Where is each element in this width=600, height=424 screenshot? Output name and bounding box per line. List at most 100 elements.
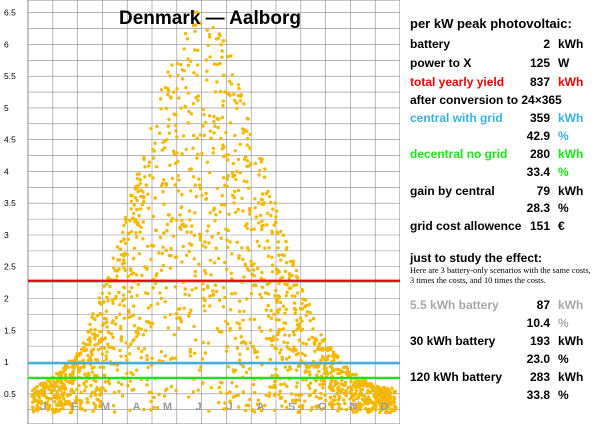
data-point <box>294 398 298 402</box>
data-point <box>330 406 335 410</box>
data-point <box>131 372 135 377</box>
data-point <box>266 211 270 215</box>
data-point <box>221 305 226 309</box>
data-point <box>294 348 298 352</box>
data-point <box>180 152 184 156</box>
data-point <box>166 124 170 128</box>
data-point <box>139 356 143 360</box>
data-point <box>89 350 93 354</box>
data-point <box>39 399 43 403</box>
data-point <box>230 73 235 77</box>
data-point <box>279 348 283 352</box>
data-point <box>237 254 241 258</box>
data-point <box>275 337 279 342</box>
data-point <box>389 395 393 399</box>
data-point <box>97 300 102 304</box>
data-point <box>193 351 197 355</box>
scenario1-unit: kWh <box>558 298 584 312</box>
data-point <box>141 220 145 224</box>
data-point <box>229 271 233 275</box>
data-point <box>129 207 133 211</box>
data-point <box>83 389 87 393</box>
data-point <box>370 406 375 410</box>
data-point <box>53 400 57 404</box>
data-point <box>278 389 282 394</box>
data-point <box>51 383 56 387</box>
data-point <box>220 115 225 120</box>
data-point <box>306 364 310 368</box>
data-point <box>197 183 202 187</box>
data-point <box>74 398 79 402</box>
data-point <box>92 378 96 382</box>
data-point <box>236 83 241 87</box>
data-point <box>153 141 157 145</box>
data-point <box>348 405 353 410</box>
data-point <box>78 402 83 406</box>
data-point <box>207 409 211 413</box>
data-point <box>110 321 114 325</box>
data-point <box>281 327 286 331</box>
data-point <box>272 312 276 316</box>
data-point <box>247 367 252 371</box>
data-point <box>190 288 194 292</box>
data-point <box>134 334 139 339</box>
data-point <box>208 114 212 118</box>
data-point <box>149 399 153 404</box>
data-point <box>180 192 184 197</box>
data-point <box>69 380 74 384</box>
data-point <box>209 136 213 140</box>
data-point <box>203 309 207 313</box>
data-point <box>224 319 228 323</box>
data-point <box>348 397 352 401</box>
data-point <box>199 21 203 25</box>
data-point <box>370 389 375 393</box>
data-point <box>32 395 37 399</box>
data-point <box>299 359 303 363</box>
data-point <box>194 23 198 27</box>
data-point <box>294 268 299 273</box>
data-point <box>155 124 159 129</box>
data-point <box>79 399 83 403</box>
data-point <box>175 87 179 91</box>
data-point <box>204 271 208 276</box>
data-point <box>293 311 297 316</box>
data-point <box>252 262 256 266</box>
data-point <box>279 300 283 305</box>
data-point <box>182 47 186 51</box>
data-point <box>132 211 136 216</box>
data-point <box>164 286 168 290</box>
data-point <box>359 393 364 397</box>
data-point <box>368 385 373 389</box>
data-point <box>311 316 316 321</box>
data-point <box>137 214 141 218</box>
data-point <box>77 369 82 373</box>
data-point <box>117 290 121 295</box>
decentral-pct: 33.4 <box>526 165 550 179</box>
data-point <box>367 382 372 386</box>
data-point <box>336 402 340 406</box>
data-point <box>189 167 194 171</box>
data-point <box>192 71 196 75</box>
data-point <box>291 349 296 353</box>
data-point <box>245 226 249 230</box>
data-point <box>279 258 283 262</box>
data-point <box>238 171 242 175</box>
data-point <box>252 410 257 414</box>
data-point <box>285 405 289 410</box>
data-point <box>112 390 117 395</box>
data-point <box>297 404 301 409</box>
data-point <box>329 395 333 399</box>
data-point <box>220 55 224 59</box>
data-point <box>184 253 189 257</box>
data-point <box>259 409 264 413</box>
data-point <box>301 341 305 345</box>
data-point <box>267 246 271 250</box>
data-point <box>273 408 277 412</box>
data-point <box>212 114 216 119</box>
data-point <box>268 385 272 389</box>
data-point <box>183 287 187 291</box>
study-note: Here are 3 battery-only scenarios with t… <box>410 266 591 285</box>
data-point <box>335 355 340 360</box>
data-point <box>132 387 136 392</box>
data-point <box>221 103 225 108</box>
